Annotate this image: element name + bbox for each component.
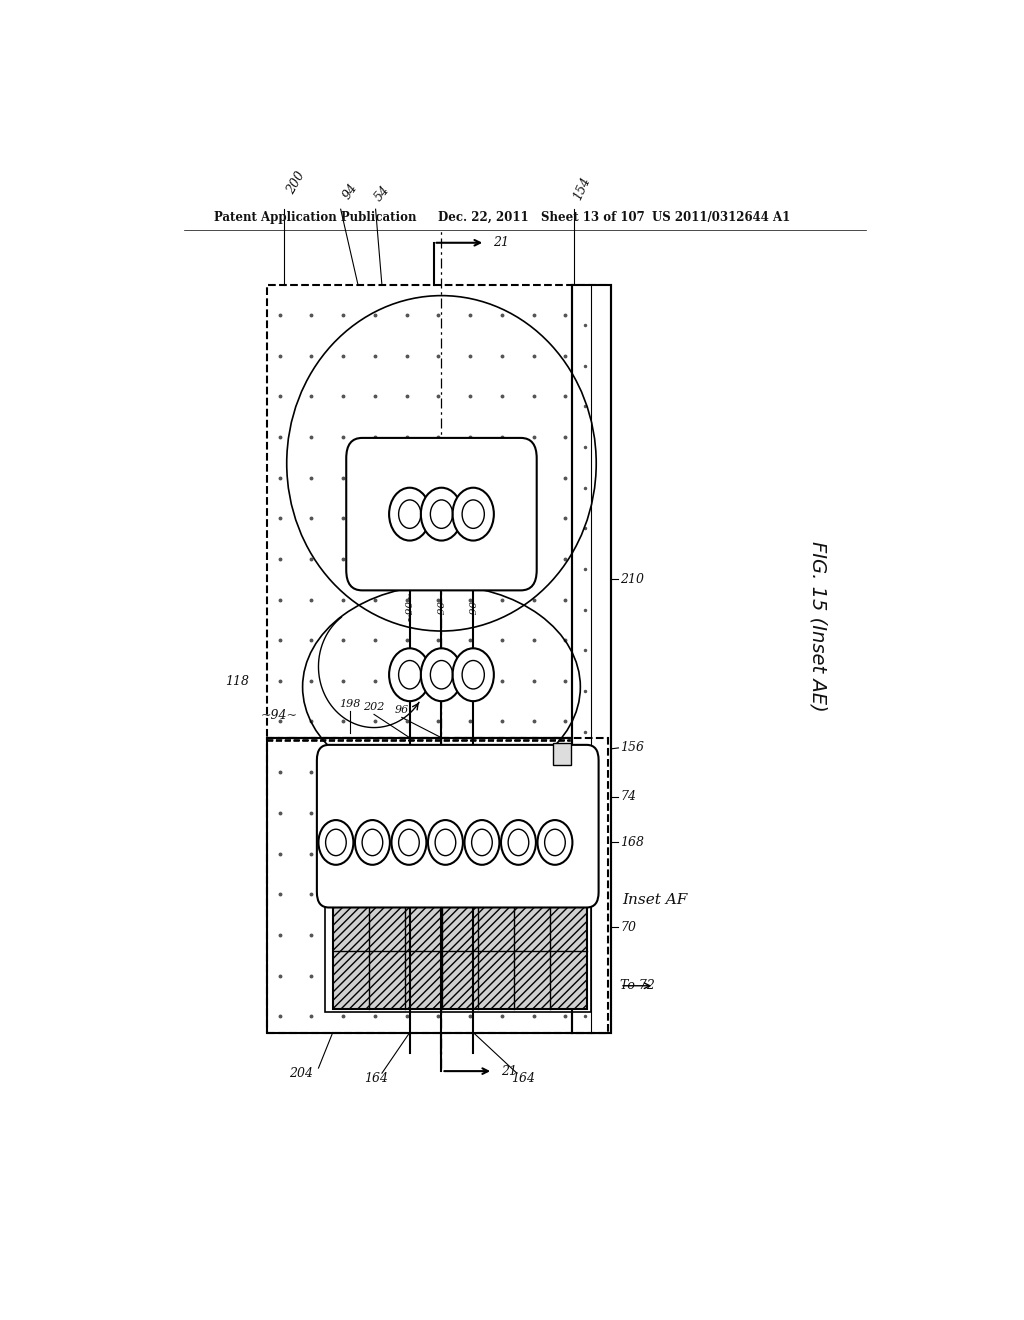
Text: 96: 96 [394, 705, 409, 715]
Text: 210: 210 [621, 573, 644, 586]
FancyBboxPatch shape [316, 744, 599, 907]
Bar [267, 738, 608, 1032]
Text: 21: 21 [494, 236, 509, 249]
Circle shape [389, 648, 430, 701]
Text: 202: 202 [364, 702, 385, 713]
Text: ~90~: ~90~ [469, 590, 478, 620]
Text: 70: 70 [621, 921, 636, 933]
Text: ~90~: ~90~ [406, 590, 415, 620]
Text: Inset AF: Inset AF [623, 892, 688, 907]
Text: Patent Application Publication: Patent Application Publication [214, 211, 416, 224]
Text: To 72: To 72 [621, 979, 655, 993]
Circle shape [389, 487, 430, 541]
FancyBboxPatch shape [346, 438, 537, 590]
Bar [553, 743, 570, 766]
Text: 154: 154 [570, 174, 593, 202]
Text: 74: 74 [621, 791, 636, 803]
Text: 200: 200 [285, 170, 307, 197]
Circle shape [421, 487, 462, 541]
Text: 198: 198 [340, 700, 360, 709]
Text: 21: 21 [501, 1065, 517, 1077]
Circle shape [453, 648, 494, 701]
Text: 118: 118 [224, 676, 249, 688]
Text: FIG. 15 (Inset AE): FIG. 15 (Inset AE) [809, 541, 828, 711]
Circle shape [465, 820, 500, 865]
Circle shape [501, 820, 536, 865]
Circle shape [391, 820, 426, 865]
Bar [267, 285, 608, 738]
Text: 94: 94 [341, 181, 360, 202]
Text: 204: 204 [289, 1067, 313, 1080]
Bar [333, 892, 587, 1008]
Text: 168: 168 [621, 836, 644, 849]
Circle shape [428, 820, 463, 865]
Circle shape [355, 820, 390, 865]
Text: 164: 164 [511, 1072, 536, 1085]
Circle shape [318, 820, 353, 865]
Circle shape [421, 648, 462, 701]
Bar [572, 285, 610, 1032]
Text: 54: 54 [373, 183, 392, 205]
Text: US 2011/0312644 A1: US 2011/0312644 A1 [652, 211, 791, 224]
Text: Sheet 13 of 107: Sheet 13 of 107 [541, 211, 644, 224]
Text: ~94~: ~94~ [260, 709, 297, 722]
Text: 156: 156 [621, 742, 644, 755]
Bar [325, 758, 591, 1012]
Text: Dec. 22, 2011: Dec. 22, 2011 [437, 211, 528, 224]
Text: 164: 164 [365, 1072, 388, 1085]
Text: ~90~: ~90~ [437, 590, 446, 620]
Text: 92: 92 [451, 482, 467, 495]
Bar [267, 738, 608, 1032]
Circle shape [538, 820, 572, 865]
Circle shape [453, 487, 494, 541]
